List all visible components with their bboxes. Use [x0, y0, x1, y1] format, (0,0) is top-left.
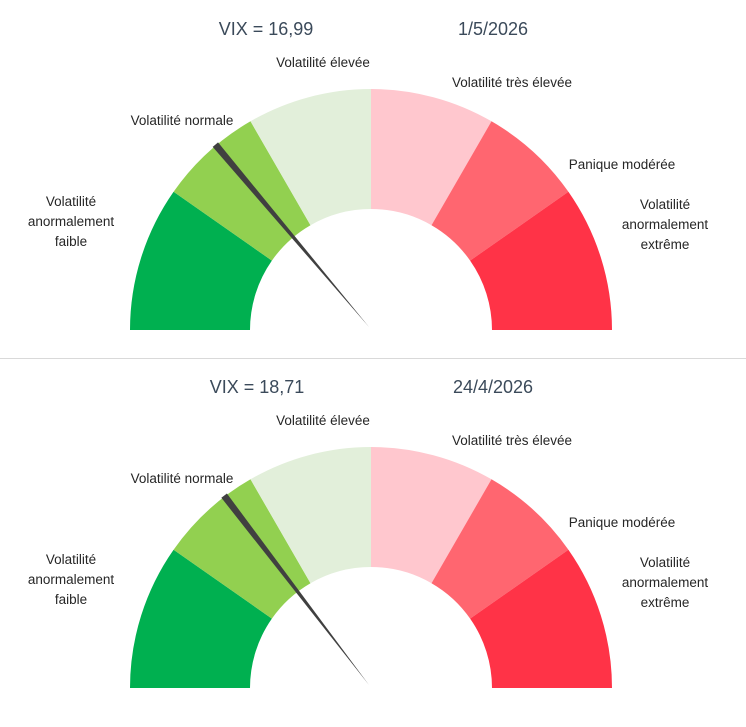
- zone-label-5: Panique modérée: [569, 515, 676, 530]
- gauge-zone-5: [431, 121, 569, 261]
- zone-label-3: Volatilité élevée: [276, 55, 370, 70]
- gauge-needle: [212, 142, 369, 327]
- gauge-zone-3: [250, 89, 371, 226]
- gauge-date: 24/4/2026: [453, 377, 533, 397]
- gauge-zone-1: [130, 549, 272, 688]
- gauge-zone-2: [173, 479, 311, 619]
- gauge-zone-2: [173, 121, 311, 261]
- panel-divider: [0, 358, 746, 359]
- zone-label-6: Volatilité anormalement extrême: [622, 555, 709, 610]
- zone-label-2: Volatilité normale: [131, 113, 234, 128]
- vix-value-title: VIX = 16,99: [219, 19, 314, 39]
- zone-label-2: Volatilité normale: [131, 471, 234, 486]
- zone-label-1: Volatilité anormalement faible: [28, 552, 115, 607]
- gauge-zone-5: [431, 479, 569, 619]
- zone-label-3: Volatilité élevée: [276, 413, 370, 428]
- gauge-zone-4: [371, 447, 492, 584]
- zone-label-6: Volatilité anormalement extrême: [622, 197, 709, 252]
- zone-label-1: Volatilité anormalement faible: [28, 194, 115, 249]
- gauge-needle: [221, 493, 369, 685]
- vix-value-title: VIX = 18,71: [210, 377, 305, 397]
- gauge-1: Volatilité anormalement faible Volatilité n…: [28, 19, 709, 330]
- gauge-date: 1/5/2026: [458, 19, 528, 39]
- gauge-zone-6: [470, 549, 612, 688]
- zone-label-4: Volatilité très élevée: [452, 75, 572, 90]
- gauge-zone-3: [250, 447, 371, 584]
- zone-label-4: Volatilité très élevée: [452, 433, 572, 448]
- gauge-zone-6: [470, 191, 612, 330]
- gauge-zone-4: [371, 89, 492, 226]
- zone-label-5: Panique modérée: [569, 157, 676, 172]
- gauge-2: Volatilité anormalement faible Volatilité n…: [28, 377, 709, 688]
- gauge-zone-1: [130, 191, 272, 330]
